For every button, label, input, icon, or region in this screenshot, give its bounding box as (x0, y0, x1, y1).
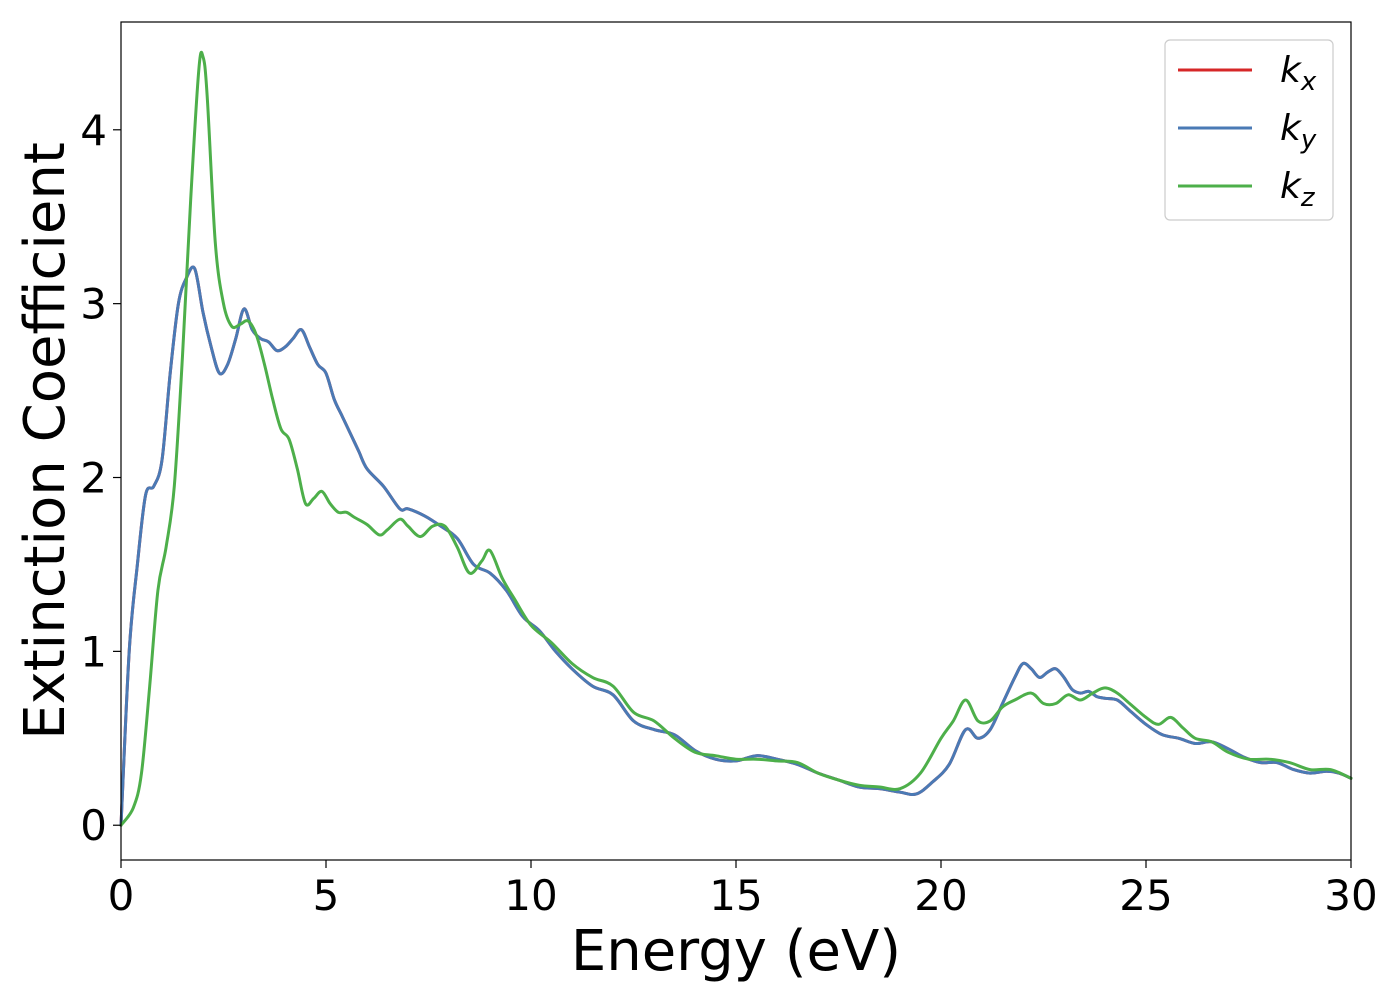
y-axis-label: Extinction Coefficient (13, 142, 78, 740)
legend-label-x: kx (1280, 50, 1317, 97)
legend-label-sub: x (1300, 67, 1317, 97)
legend-label-z: kz (1280, 166, 1316, 213)
x-axis-label: Energy (eV) (571, 919, 901, 984)
y-tick-label: 4 (80, 106, 107, 155)
x-tick-label: 20 (914, 871, 967, 920)
legend-label-base: k (1280, 50, 1303, 91)
y-tick-label: 0 (80, 801, 107, 850)
y-tick-label: 2 (80, 454, 107, 503)
y-tick-label: 1 (80, 627, 107, 676)
series-line-x (119, 265, 1353, 827)
series-line-y (119, 265, 1353, 827)
y-tick-label: 3 (80, 280, 107, 329)
legend-label-sub: y (1300, 125, 1317, 155)
x-tick-label: 25 (1119, 871, 1172, 920)
x-tick-label: 0 (108, 871, 135, 920)
x-tick-label: 10 (504, 871, 557, 920)
ticks-layer: 0 5 10 15 20 25 30 0 1 2 3 4 (80, 106, 1377, 920)
legend-label-base: k (1280, 108, 1303, 149)
legend-label-y: ky (1280, 108, 1317, 155)
legend-box (1164, 39, 1334, 221)
x-tick-label: 15 (709, 871, 762, 920)
series-line-z (119, 50, 1353, 827)
x-tick-label: 30 (1324, 871, 1377, 920)
legend-label-sub: z (1300, 183, 1316, 213)
series-layer (119, 50, 1353, 827)
x-tick-label: 5 (313, 871, 340, 920)
legend-label-base: k (1280, 166, 1303, 207)
